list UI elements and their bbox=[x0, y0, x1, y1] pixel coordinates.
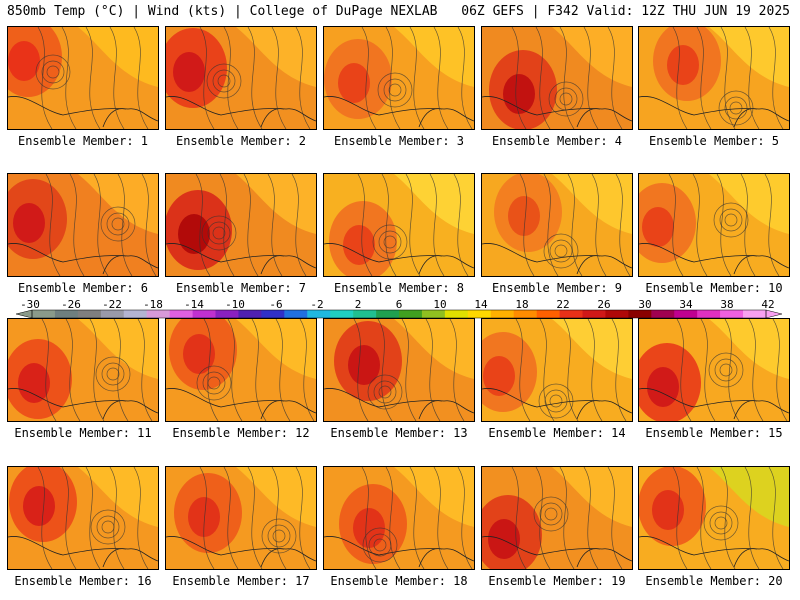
ensemble-map-panel bbox=[323, 26, 475, 130]
colorbar-swatch bbox=[559, 310, 583, 318]
ensemble-member-label: Ensemble Member: 17 bbox=[172, 574, 310, 588]
colorbar-swatch bbox=[651, 310, 675, 318]
colorbar-tick-label: -22 bbox=[102, 298, 122, 311]
map-title: 850mb Temp (°C) | Wind (kts) | College o… bbox=[7, 4, 438, 19]
ensemble-member-label: Ensemble Member: 13 bbox=[330, 426, 468, 440]
colorbar-swatch bbox=[376, 310, 400, 318]
colorbar-tick-label: 34 bbox=[679, 298, 693, 311]
colorbar-tick-label: -30 bbox=[20, 298, 40, 311]
colorbar-swatch bbox=[32, 310, 56, 318]
ensemble-member-label: Ensemble Member: 16 bbox=[14, 574, 152, 588]
ensemble-map-panel bbox=[638, 173, 790, 277]
ensemble-map-panel bbox=[7, 318, 159, 422]
ensemble-member-label: Ensemble Member: 20 bbox=[645, 574, 783, 588]
colorbar-swatch bbox=[261, 310, 285, 318]
ensemble-map-panel bbox=[7, 26, 159, 130]
colorbar-tick-label: 22 bbox=[556, 298, 570, 311]
ensemble-member-label: Ensemble Member: 14 bbox=[488, 426, 626, 440]
colorbar-swatch bbox=[467, 310, 492, 318]
colorbar-tick-label: 30 bbox=[638, 298, 652, 311]
colorbar-swatch bbox=[123, 310, 147, 318]
colorbar-tick-label: -14 bbox=[184, 298, 204, 311]
colorbar-swatch bbox=[238, 310, 262, 318]
colorbar-swatch bbox=[421, 310, 446, 318]
ensemble-member-label: Ensemble Member: 1 bbox=[17, 134, 149, 148]
colorbar-swatch bbox=[169, 310, 193, 318]
ensemble-member-label: Ensemble Member: 8 bbox=[333, 281, 465, 295]
ensemble-map-panel bbox=[165, 466, 317, 570]
colorbar-tick-label: -26 bbox=[61, 298, 81, 311]
temperature-colorbar: -30 -26 -22 -18 -14 -10 -6 -2 2 6 10 14 18 22 26 30 34 38… bbox=[0, 298, 800, 320]
ensemble-member-label: Ensemble Member: 7 bbox=[175, 281, 307, 295]
colorbar-tick-label: -6 bbox=[269, 298, 283, 311]
ensemble-map-panel bbox=[165, 318, 317, 422]
colorbar-tick-label: -10 bbox=[225, 298, 245, 311]
ensemble-member-label: Ensemble Member: 4 bbox=[491, 134, 623, 148]
ensemble-member-label: Ensemble Member: 5 bbox=[648, 134, 780, 148]
colorbar-swatch bbox=[697, 310, 721, 318]
colorbar-tick-label: -18 bbox=[143, 298, 163, 311]
colorbar-swatch bbox=[743, 310, 767, 318]
colorbar-tick-label: -2 bbox=[310, 298, 324, 311]
colorbar-swatch bbox=[215, 310, 239, 318]
colorbar-swatch bbox=[674, 310, 698, 318]
colorbar-swatch bbox=[628, 310, 652, 318]
ensemble-member-label: Ensemble Member: 6 bbox=[17, 281, 149, 295]
colorbar-tick-label: 26 bbox=[597, 298, 611, 311]
colorbar-swatch bbox=[330, 310, 354, 318]
ensemble-map-panel bbox=[638, 466, 790, 570]
colorbar-tick-label: 2 bbox=[354, 298, 362, 311]
colorbar-swatch bbox=[307, 310, 331, 318]
colorbar-swatch bbox=[536, 310, 560, 318]
ensemble-member-label: Ensemble Member: 12 bbox=[172, 426, 310, 440]
colorbar-swatch bbox=[77, 310, 102, 318]
colorbar-swatch bbox=[513, 310, 537, 318]
colorbar-tick-label: 10 bbox=[433, 298, 447, 311]
colorbar-swatch bbox=[582, 310, 606, 318]
ensemble-map-panel bbox=[638, 318, 790, 422]
colorbar-tick-label: 42 bbox=[761, 298, 775, 311]
colorbar-swatch bbox=[353, 310, 377, 318]
colorbar-swatch bbox=[100, 310, 125, 318]
ensemble-member-label: Ensemble Member: 10 bbox=[645, 281, 783, 295]
ensemble-map-panel bbox=[165, 26, 317, 130]
ensemble-member-label: Ensemble Member: 3 bbox=[333, 134, 465, 148]
colorbar-tick-label: 6 bbox=[395, 298, 403, 311]
colorbar-tick-label: 14 bbox=[474, 298, 488, 311]
ensemble-member-label: Ensemble Member: 2 bbox=[175, 134, 307, 148]
ensemble-member-label: Ensemble Member: 18 bbox=[330, 574, 468, 588]
ensemble-map-panel bbox=[7, 173, 159, 277]
colorbar-swatch bbox=[54, 310, 79, 318]
ensemble-map-panel bbox=[481, 26, 633, 130]
colorbar-swatch bbox=[444, 310, 469, 318]
ensemble-member-label: Ensemble Member: 9 bbox=[491, 281, 623, 295]
colorbar-tick-label: 38 bbox=[720, 298, 734, 311]
run-valid-time: 06Z GEFS | F342 Valid: 12Z THU JUN 19 20… bbox=[461, 4, 790, 19]
ensemble-member-label: Ensemble Member: 11 bbox=[14, 426, 152, 440]
ensemble-map-panel bbox=[7, 466, 159, 570]
ensemble-map-panel bbox=[481, 318, 633, 422]
ensemble-map-panel bbox=[165, 173, 317, 277]
ensemble-member-label: Ensemble Member: 15 bbox=[645, 426, 783, 440]
colorbar-swatch bbox=[490, 310, 514, 318]
ensemble-map-panel bbox=[638, 26, 790, 130]
colorbar-swatch bbox=[146, 310, 170, 318]
ensemble-member-label: Ensemble Member: 19 bbox=[488, 574, 626, 588]
colorbar-swatch bbox=[605, 310, 629, 318]
colorbar-swatch bbox=[284, 310, 308, 318]
ensemble-map-panel bbox=[323, 318, 475, 422]
colorbar-strip bbox=[15, 309, 783, 319]
colorbar-swatch bbox=[399, 310, 423, 318]
ensemble-map-panel bbox=[323, 173, 475, 277]
colorbar-swatch bbox=[720, 310, 744, 318]
ensemble-map-panel bbox=[481, 466, 633, 570]
ensemble-map-panel bbox=[481, 173, 633, 277]
ensemble-map-panel bbox=[323, 466, 475, 570]
colorbar-swatch bbox=[192, 310, 216, 318]
colorbar-tick-label: 18 bbox=[515, 298, 529, 311]
